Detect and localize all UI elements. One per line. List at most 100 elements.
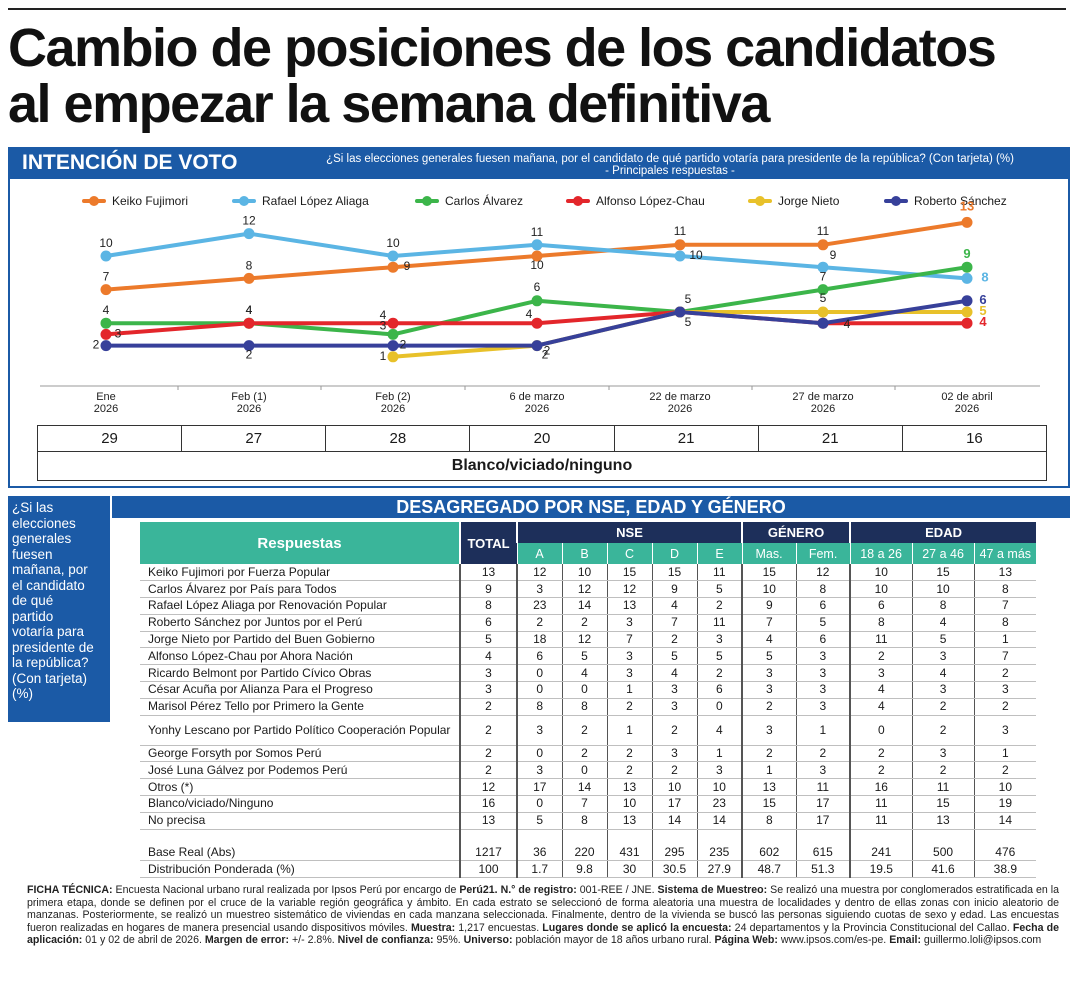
- cell-value: 1217: [459, 844, 517, 862]
- cell-value: 4: [561, 664, 607, 683]
- table-row: Base Real (Abs) 1217 36 220 431 295 235 602 615 2…: [140, 844, 1037, 862]
- legend-item: Alfonso López-Chau: [566, 194, 705, 208]
- ficha-text: Encuesta Nacional urbano rural realizada…: [112, 884, 460, 896]
- cell-value: 30: [606, 860, 652, 879]
- cell-value: 5: [516, 812, 562, 830]
- series-group: [100, 228, 973, 284]
- ficha-key: Email:: [889, 934, 921, 947]
- table-row: Jorge Nieto por Partido del Buen Gobiern…: [140, 631, 1037, 649]
- cell-value: 17: [651, 795, 697, 813]
- cell-value: 13: [459, 812, 517, 830]
- cell-value: 14: [561, 597, 607, 615]
- sub-nse-d: D: [651, 543, 697, 564]
- cell-value: 10: [849, 580, 913, 599]
- x-tick-label: 02 de abril: [941, 391, 992, 403]
- cell-value: 0: [561, 761, 607, 780]
- cell-value: 51.3: [795, 860, 851, 879]
- series-group: [100, 216, 973, 296]
- sidebar-line: la república?: [12, 655, 89, 670]
- series-line: [392, 310, 967, 359]
- cell-value: 2: [911, 761, 975, 780]
- legend-item: Carlos Álvarez: [415, 194, 523, 208]
- data-point: [674, 250, 686, 262]
- cell-value: 10: [849, 564, 913, 582]
- cell-value: 3: [459, 681, 517, 699]
- desagregado-table: Respuestas TOTAL NSE GÉNERO EDAD A B C D…: [140, 522, 1037, 879]
- cell-value: 2: [696, 597, 743, 615]
- cell-value: 30.5: [651, 860, 697, 879]
- cell-value: 3: [741, 681, 797, 699]
- cell-value: 16: [459, 795, 517, 813]
- x-tick-label: 2026: [94, 403, 118, 415]
- data-label: 10: [99, 236, 113, 250]
- chart-section-label: INTENCIÓN DE VOTO: [22, 151, 238, 174]
- chart-panel: INTENCIÓN DE VOTO ¿Si las elecciones gen…: [8, 147, 1070, 488]
- data-point: [100, 250, 112, 262]
- blanco-cell: 20: [470, 426, 615, 451]
- ficha-key: Sistema de Muestreo:: [657, 884, 768, 896]
- data-point: [531, 295, 543, 307]
- data-point: [961, 216, 973, 228]
- data-label: 7: [820, 270, 827, 284]
- cell-value: 4: [651, 597, 697, 615]
- cell-value: 3: [606, 647, 652, 666]
- data-label: 11: [531, 225, 544, 239]
- cell-value: 3: [911, 647, 975, 666]
- table-row: Roberto Sánchez por Juntos por el Perú 6 2…: [140, 614, 1037, 632]
- cell-value: 13: [459, 564, 517, 582]
- row-label: Blanco/viciado/Ninguno: [140, 795, 460, 813]
- cell-value: 2: [696, 664, 743, 683]
- data-label: 2: [542, 348, 549, 362]
- row-label: José Luna Gálvez por Podemos Perú: [140, 761, 460, 780]
- data-label: 2: [246, 348, 253, 362]
- data-label: 1: [380, 349, 387, 363]
- chart-question: ¿Si las elecciones generales fuesen maña…: [280, 153, 1060, 177]
- cell-value: 19: [973, 795, 1037, 813]
- cell-value: 19.5: [849, 860, 913, 879]
- blanco-cell: 21: [759, 426, 903, 451]
- spacer-cell: [973, 829, 1037, 845]
- cell-value: 10: [973, 778, 1037, 797]
- cell-value: 11: [911, 778, 975, 797]
- data-label: 9: [404, 259, 411, 273]
- x-tick-label: 2026: [381, 403, 405, 415]
- cell-value: 6: [795, 597, 851, 615]
- data-label: 12: [242, 214, 256, 228]
- ficha-text: www.ipsos.com/es-pe.: [777, 934, 890, 947]
- cell-value: 2: [459, 715, 517, 746]
- legend-label: Roberto Sánchez: [914, 194, 1007, 208]
- cell-value: 2: [606, 761, 652, 780]
- ficha-key: Perú21. N.° de registro:: [459, 884, 577, 896]
- data-point: [243, 272, 255, 284]
- chart-question-line-2: - Principales respuestas -: [605, 165, 735, 177]
- x-tick-label: 2026: [955, 403, 979, 415]
- sub-edad-47-mas: 47 a más: [973, 543, 1037, 564]
- sub-genero-fem: Fem.: [795, 543, 851, 564]
- sidebar-line: de qué: [12, 593, 54, 608]
- row-label: Distribución Ponderada (%): [140, 860, 460, 879]
- chart-legend: Keiko Fujimori Rafael López Aliaga Carlos …: [10, 194, 1068, 214]
- ficha-text: 1,217 encuestas.: [455, 921, 543, 934]
- ficha-key: Nivel de confianza:: [337, 934, 434, 947]
- x-tick-label: 6 de marzo: [509, 391, 564, 403]
- cell-value: 13: [606, 597, 652, 615]
- cell-value: 4: [849, 681, 913, 699]
- ficha-text: 24 departamentos y la Provincia Constitu…: [731, 921, 1013, 934]
- cell-value: 3: [516, 580, 562, 599]
- x-tick-label: 2026: [668, 403, 692, 415]
- cell-value: 2: [741, 745, 797, 763]
- cell-value: 2: [911, 715, 975, 746]
- sub-genero-mas: Mas.: [741, 543, 797, 564]
- data-label: 10: [386, 236, 400, 250]
- cell-value: 9.8: [561, 860, 607, 879]
- table-row: Rafael López Aliaga por Renovación Popul…: [140, 597, 1037, 615]
- cell-value: 8: [849, 614, 913, 632]
- data-point: [387, 250, 399, 262]
- data-label: 3: [380, 318, 387, 332]
- data-label: 5: [979, 303, 986, 318]
- cell-value: 5: [696, 580, 743, 599]
- spacer-cell: [459, 829, 517, 845]
- cell-value: 23: [516, 597, 562, 615]
- cell-value: 2: [849, 761, 913, 780]
- cell-value: 295: [651, 844, 697, 862]
